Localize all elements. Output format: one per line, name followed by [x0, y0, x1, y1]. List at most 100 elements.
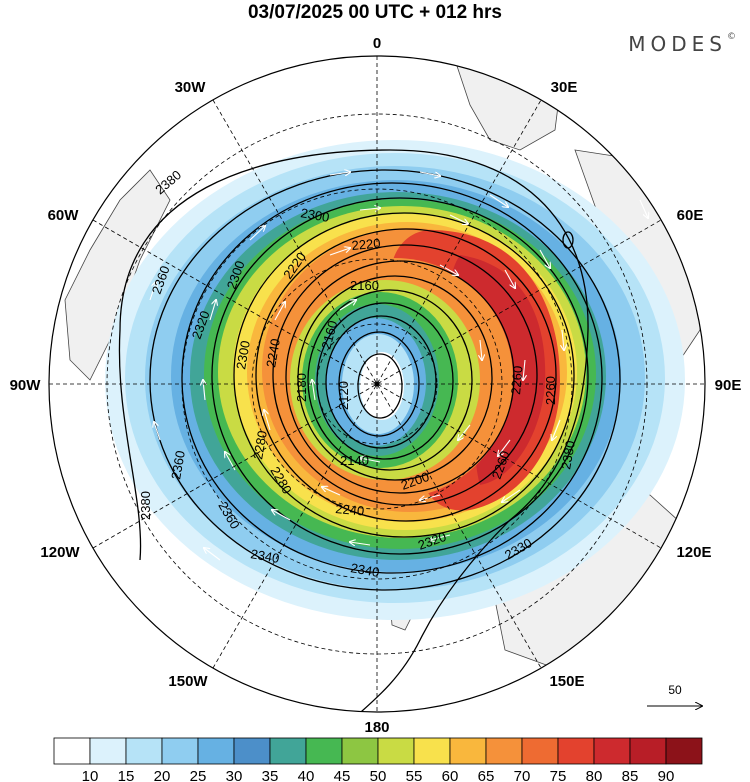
- wind-vector: [419, 171, 440, 176]
- colorbar-label: 30: [226, 768, 243, 782]
- colorbar-label: 80: [586, 768, 603, 782]
- brand-logo: MODES©: [628, 32, 736, 56]
- contour-label: 2280: [250, 429, 270, 460]
- label-150e: 150E: [549, 673, 584, 690]
- wind-vector: [504, 269, 515, 288]
- colorbar-label: 90: [658, 768, 675, 782]
- wind-vector: [272, 510, 291, 521]
- colorbar-swatch: [305, 737, 343, 765]
- colorbar-label: 35: [262, 768, 279, 782]
- graticule: [49, 56, 705, 712]
- colorbar-swatch: [413, 737, 451, 765]
- wind-speed-shading: [105, 140, 685, 620]
- map-boundary: [48, 55, 706, 713]
- contour-label: 2180: [294, 373, 309, 402]
- wind-vector: [449, 214, 468, 224]
- contour-2220: [297, 275, 493, 481]
- contour-label: 2220: [351, 236, 381, 253]
- map-title: 03/07/2025 00 UTC + 012 hrs: [247, 2, 503, 23]
- label-60e: 60E: [677, 207, 704, 224]
- colorbar-label: 85: [622, 768, 639, 782]
- meridian-120: [92, 219, 662, 549]
- south-pole-marker: [374, 381, 380, 387]
- colorbar-label: 55: [406, 768, 423, 782]
- colorbar-swatch: [341, 737, 379, 765]
- wind-vector: [480, 339, 482, 360]
- contour-label: 2140: [340, 453, 369, 468]
- colorbar: 10 15 20 25 30 35 40 45 50 55 60 65 70 75 80 85 90: [53, 737, 703, 782]
- colorbar-label: 10: [82, 768, 99, 782]
- wind-vector: [552, 419, 561, 440]
- wind-vector: [639, 199, 648, 218]
- colorbar-swatch: [197, 737, 235, 765]
- contour-label: 2300: [299, 205, 330, 225]
- colorbar-label: 45: [334, 768, 351, 782]
- wind-vector: [209, 300, 216, 321]
- wind-vector: [154, 422, 161, 441]
- wind-vector: [149, 282, 156, 301]
- meridian-30: [212, 99, 542, 669]
- wind-vector: [329, 172, 350, 175]
- contour-label: 2260: [543, 376, 558, 405]
- colorbar-swatch: [485, 737, 523, 765]
- wind-vector: [203, 380, 205, 401]
- wind-vector: [523, 359, 525, 380]
- label-180: 180: [364, 719, 389, 736]
- wind-vector: [359, 208, 380, 210]
- wind-vector: [599, 109, 610, 128]
- wind-vector: [204, 548, 221, 561]
- wind-vector: [502, 489, 521, 502]
- label-90w: 90W: [10, 377, 42, 394]
- colorbar-label: 65: [478, 768, 495, 782]
- colorbar-swatch: [53, 737, 91, 765]
- wind-vector: [360, 458, 381, 463]
- label-90e: 90E: [715, 377, 742, 394]
- label-30e: 30E: [551, 79, 578, 96]
- wind-vector: [274, 302, 285, 321]
- colorbar-label: 50: [370, 768, 387, 782]
- colorbar-swatch: [233, 737, 271, 765]
- wind-vector: [430, 534, 451, 540]
- wind-vector: [322, 487, 341, 496]
- contour-label: 2160: [350, 278, 379, 293]
- contour-2360: [149, 169, 621, 591]
- reference-vector: 50: [647, 683, 702, 706]
- colorbar-swatch: [521, 737, 559, 765]
- contour-label: 2120: [336, 381, 351, 410]
- contour-2380: [119, 149, 589, 712]
- contour-label: 2300: [233, 339, 253, 370]
- colorbar-swatch: [125, 737, 163, 765]
- colorbar-swatch: [449, 737, 487, 765]
- wind-vector: [264, 410, 271, 431]
- colorbar-label: 20: [154, 768, 171, 782]
- copyright-mark: ©: [727, 32, 736, 42]
- colorbar-swatch: [89, 737, 127, 765]
- contour-2300: [233, 212, 575, 538]
- colorbar-label: 40: [298, 768, 315, 782]
- contour-label: 2160: [318, 319, 340, 351]
- contour-label: 2340: [249, 546, 280, 566]
- colorbar-swatch: [629, 737, 667, 765]
- wind-vector: [350, 542, 371, 545]
- colorbar-swatch: [665, 737, 703, 765]
- label-0: 0: [373, 35, 381, 52]
- label-150w: 150W: [168, 673, 208, 690]
- reference-vector-label: 50: [668, 683, 682, 697]
- wind-vector: [498, 439, 511, 456]
- colorbar-label: 15: [118, 768, 135, 782]
- wind-vector: [329, 248, 350, 256]
- brand-name: MODES: [628, 32, 727, 56]
- wind-vector: [312, 380, 315, 401]
- label-60w: 60W: [48, 207, 80, 224]
- label-120e: 120E: [676, 544, 711, 561]
- meridian-60: [92, 219, 662, 549]
- contour-2280: [255, 228, 557, 522]
- colorbar-swatch: [377, 737, 415, 765]
- wind-vectors: [149, 109, 648, 561]
- wind-vector: [562, 329, 564, 350]
- wind-vector: [539, 249, 550, 268]
- contour-small-cell: [562, 231, 574, 249]
- meridian-labels: 0 30E 60E 90E 120E 150E 180 150W 120W 90…: [10, 35, 742, 736]
- label-120w: 120W: [40, 544, 80, 561]
- colorbar-label: 70: [514, 768, 531, 782]
